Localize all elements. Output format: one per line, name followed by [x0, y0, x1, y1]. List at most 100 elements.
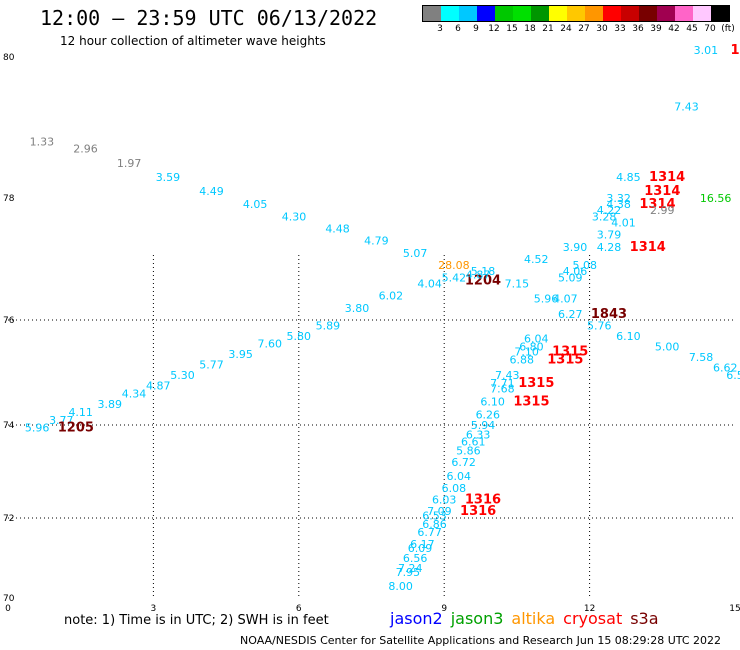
color-swatch	[495, 6, 513, 21]
wave-height-label: 7.95	[396, 566, 421, 579]
color-legend-label: 39	[650, 24, 662, 34]
wave-height-label: 6.56	[403, 552, 428, 565]
wave-height-label: 7.09	[427, 505, 452, 518]
color-swatch	[477, 6, 495, 21]
x-tick-label: 15	[729, 604, 740, 614]
wave-height-label: 6.62	[713, 361, 738, 374]
x-tick-label: 6	[296, 604, 302, 614]
wave-height-label: 3.32	[606, 192, 631, 205]
wave-height-label: 4.06	[563, 265, 588, 278]
wave-height-label: 6.88	[509, 353, 534, 366]
wave-height-label: 6.08	[442, 482, 467, 495]
color-legend-swatches	[422, 5, 730, 22]
wave-height-label: 6.03	[432, 493, 457, 506]
wave-height-label: 4.87	[466, 268, 491, 281]
wave-height-label: 4.85	[616, 171, 641, 184]
wave-height-label: 6.04	[524, 332, 549, 345]
wave-height-label: 3.77	[49, 414, 74, 427]
color-swatch	[639, 6, 657, 21]
wave-height-label: 4.22	[597, 204, 622, 217]
wave-height-label: 1315	[552, 345, 588, 360]
wave-height-label: 3.80	[345, 302, 370, 315]
color-legend-label: 21	[542, 24, 554, 34]
wave-height-label: 1205	[58, 420, 94, 435]
color-swatch	[549, 6, 567, 21]
color-swatch	[693, 6, 711, 21]
wave-height-label: 1316	[460, 504, 496, 519]
satellite-legend-item: cryosat	[563, 609, 623, 628]
wave-height-label: 7.43	[674, 100, 699, 113]
wave-height-label: 3.90	[563, 241, 588, 254]
color-legend-label: 45	[686, 24, 698, 34]
wave-height-label: 5.00	[655, 340, 680, 353]
color-legend-label: 27	[578, 24, 590, 34]
wave-height-label: 3.89	[98, 398, 123, 411]
wave-height-label: 5.09	[558, 271, 583, 284]
color-swatch	[423, 6, 441, 21]
color-legend-label: 15	[506, 24, 518, 34]
color-swatch	[657, 6, 675, 21]
wave-height-label: 6.27	[558, 308, 583, 321]
color-legend-label: 18	[524, 24, 536, 34]
wave-height-label: 2.96	[73, 143, 98, 156]
wave-height-label: 6.86	[422, 518, 447, 531]
wave-height-label: 7.60	[257, 338, 282, 351]
wave-height-label: 4.11	[68, 406, 93, 419]
wave-height-label: 1314	[639, 197, 675, 212]
wave-height-label: 8.00	[388, 580, 413, 593]
wave-height-label: 1843	[591, 307, 627, 322]
color-swatch	[675, 6, 693, 21]
chart-title: 12:00 – 23:59 UTC 06/13/2022	[40, 6, 378, 30]
x-tick-label: 9	[441, 604, 447, 614]
wave-height-label: 3.28	[592, 210, 617, 223]
y-tick-label: 70	[3, 594, 15, 604]
wave-height-label: 5.07	[403, 247, 428, 260]
plot-axes: 0 3 6 9 12 15 70 72 74 76 78 80	[3, 53, 740, 614]
color-legend-label: (ft)	[721, 24, 735, 34]
wave-height-label: 2.99	[650, 204, 675, 217]
wave-height-label: 1	[730, 43, 739, 58]
color-swatch	[711, 6, 729, 21]
color-swatch	[441, 6, 459, 21]
wave-height-label: 4.79	[364, 235, 389, 248]
wave-height-label: 5.86	[456, 445, 481, 458]
wave-height-label: 1315	[518, 376, 554, 391]
wave-height-label: 3.79	[597, 229, 622, 242]
wave-height-label: 1314	[649, 170, 685, 185]
wave-height-label: 6.80	[519, 340, 544, 353]
wave-height-labels: 1.33 2.96 1.97 3.59 4.49 4.05 4.30 4.48 4.79 5.07…	[25, 43, 740, 593]
color-swatch	[621, 6, 639, 21]
color-legend-label: 6	[455, 24, 461, 34]
wave-height-label: 7.43	[495, 369, 520, 382]
wave-height-label: 4.04	[417, 277, 442, 290]
color-swatch	[513, 6, 531, 21]
wave-height-label: 4.49	[199, 185, 224, 198]
wave-height-label: 1314	[644, 184, 680, 199]
wave-height-label: 5.89	[316, 319, 341, 332]
color-legend: 3 6 9 12 15 18 21 24 27 30 33 36 39 42 45 70 (ft)	[422, 5, 740, 35]
wave-height-label: 5.96	[25, 421, 50, 434]
color-swatch	[459, 6, 477, 21]
wave-height-label: 5.30	[170, 369, 195, 382]
satellite-legend-item: altika	[511, 609, 556, 628]
y-tick-label: 80	[3, 53, 15, 63]
wave-height-label: 6.09	[408, 542, 433, 555]
wave-height-label: 6.26	[476, 409, 501, 422]
y-tick-label: 76	[3, 316, 15, 326]
wave-height-label: 1204	[465, 273, 501, 288]
wave-height-label: 7.71	[490, 377, 515, 390]
satellite-legend-item: jason2	[390, 609, 443, 628]
color-legend-label: 12	[488, 24, 500, 34]
color-swatch	[603, 6, 621, 21]
wave-height-label: 4.48	[325, 223, 350, 236]
wave-height-label: 1315	[547, 352, 583, 367]
wave-height-label: 5.94	[471, 419, 496, 432]
wave-height-label: 4.30	[282, 210, 307, 223]
footer-note: note: 1) Time is in UTC; 2) SWH is in fe…	[64, 613, 329, 628]
wave-height-label: 1.33	[30, 136, 55, 149]
wave-height-label: 4.38	[606, 198, 631, 211]
wave-height-label: 5.08	[573, 259, 598, 272]
wave-height-label: 7.58	[689, 351, 714, 364]
chart-subtitle: 12 hour collection of altimeter wave hei…	[60, 34, 326, 48]
color-legend-label: 3	[437, 24, 443, 34]
